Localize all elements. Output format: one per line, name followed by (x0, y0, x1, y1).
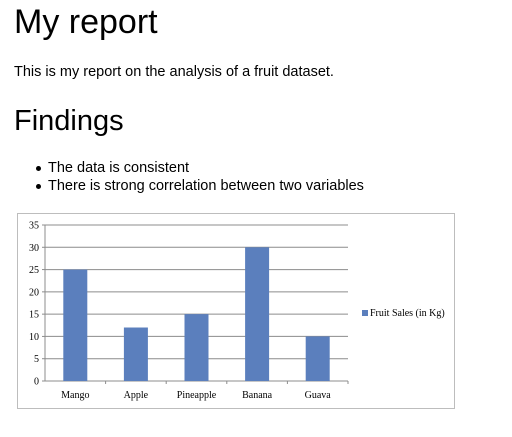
findings-list: The data is consistent There is strong c… (36, 159, 364, 195)
y-tick-label: 0 (34, 377, 39, 388)
x-tick-label: Pineapple (177, 390, 217, 401)
fruit-sales-chart: 0 5 10 15 20 25 30 35 Mango Apple Pineapple Banana G… (17, 213, 455, 409)
chart-canvas: 0 5 10 15 20 25 30 35 Mango Apple Pineapple Banana G… (29, 221, 445, 402)
y-tick-label: 5 (34, 354, 39, 365)
y-tick-label: 35 (29, 221, 39, 232)
finding-item: The data is consistent (36, 159, 364, 177)
y-tick-label: 15 (29, 310, 39, 321)
intro-paragraph: This is my report on the analysis of a f… (14, 64, 334, 80)
x-tick-label: Mango (61, 390, 89, 401)
bar-guava (305, 336, 330, 381)
bar-pineapple (184, 314, 209, 381)
y-tick-label: 20 (29, 287, 39, 298)
y-tick-label: 25 (29, 265, 39, 276)
bar-mango (63, 269, 88, 381)
findings-heading: Findings (14, 105, 124, 137)
page-title: My report (14, 3, 158, 41)
x-tick-label: Banana (242, 390, 273, 401)
x-tick-label: Guava (305, 390, 332, 401)
bar-apple (123, 327, 148, 381)
x-tick-label: Apple (124, 390, 149, 401)
legend-label: Fruit Sales (in Kg) (370, 308, 445, 319)
y-tick-label: 10 (29, 332, 39, 343)
legend-swatch (362, 310, 368, 316)
finding-item: There is strong correlation between two … (36, 178, 364, 194)
y-tick-label: 30 (29, 243, 39, 254)
bar-banana (245, 247, 270, 381)
